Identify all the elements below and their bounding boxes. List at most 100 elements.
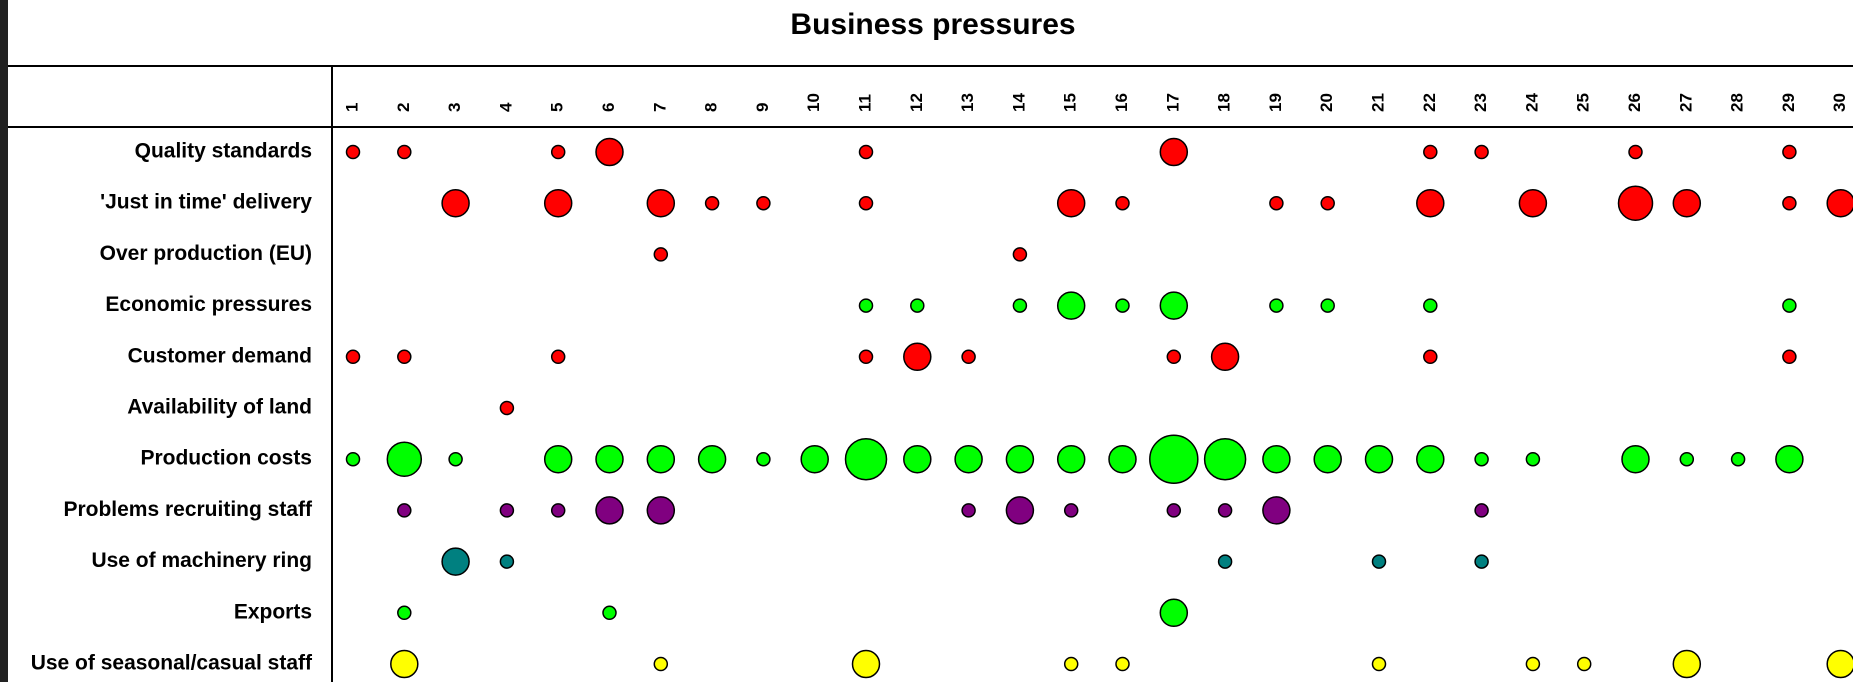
column-label-30: 30	[1830, 93, 1849, 112]
column-label-10: 10	[804, 93, 823, 112]
row-labels: Quality standards 'Just in time' delivery…	[31, 140, 313, 675]
bubble-point	[602, 605, 617, 621]
column-label-12: 12	[907, 93, 926, 112]
bubble-point	[1217, 503, 1233, 518]
bubble-point	[397, 605, 412, 621]
chart-panel: Business pressures 1 2 3 4 5 6 7 8 9 10 11 12 13 14 15…	[8, 0, 1853, 682]
bubble-point	[1217, 554, 1233, 569]
bubble-point	[903, 342, 932, 372]
row-label: Over production (EU)	[100, 242, 312, 265]
bubble-point	[1262, 496, 1291, 525]
bubble-point	[756, 195, 771, 211]
bubble-point	[1474, 554, 1489, 569]
bubble-point	[1826, 188, 1853, 218]
bubble-point	[1628, 144, 1643, 160]
bubble-point	[1056, 444, 1086, 474]
bubble-point	[1371, 656, 1387, 672]
bubble-point	[646, 444, 676, 474]
bubble-point	[1056, 188, 1086, 218]
bubble-point	[1576, 656, 1592, 672]
bubble-point	[499, 400, 515, 416]
bubble-point	[903, 444, 932, 474]
bubble-point	[1416, 444, 1445, 474]
bubble-point	[441, 188, 470, 218]
column-label-2: 2	[394, 103, 413, 112]
bubble-point	[653, 656, 669, 672]
bubble-point	[1320, 298, 1335, 313]
bubble-point	[1518, 188, 1548, 218]
bubble-point	[1775, 444, 1804, 474]
bubble-point	[595, 137, 624, 167]
column-label-4: 4	[496, 102, 515, 112]
bubble-point	[1210, 342, 1240, 372]
bubble-point	[961, 503, 976, 518]
bubble-point	[1166, 349, 1182, 365]
bubble-point	[756, 451, 771, 467]
bubble-point	[1474, 503, 1489, 518]
bubble-point	[1159, 598, 1189, 628]
bubble-point	[910, 298, 925, 313]
bubble-point	[1782, 349, 1797, 365]
row-label: Production costs	[140, 447, 312, 470]
bubble-point	[345, 144, 361, 160]
bubble-point	[704, 195, 720, 211]
bubble-point	[441, 547, 470, 576]
column-label-3: 3	[445, 103, 464, 112]
column-label-16: 16	[1112, 93, 1131, 112]
bubble-point	[397, 503, 412, 518]
bubble-point	[844, 437, 888, 481]
bubble-point	[1525, 656, 1541, 672]
bubble-point	[697, 444, 727, 474]
bubble-point	[1115, 656, 1130, 672]
column-label-13: 13	[958, 93, 977, 112]
bubble-point	[1474, 144, 1489, 160]
bubble-point	[550, 349, 566, 365]
bubble-point	[1313, 444, 1342, 474]
bubble-point	[1320, 195, 1335, 211]
bubble-point	[1423, 349, 1438, 365]
bubble-point	[345, 349, 361, 365]
bubble-point	[800, 444, 829, 474]
bubble-point	[1423, 144, 1438, 160]
bubble-point	[1063, 656, 1079, 672]
column-label-25: 25	[1574, 93, 1593, 112]
column-label-20: 20	[1317, 93, 1336, 112]
bubble-point	[499, 554, 515, 569]
bubble-point	[386, 441, 423, 477]
bubble-point	[858, 144, 874, 160]
bubble-point	[448, 451, 463, 467]
column-label-22: 22	[1420, 93, 1439, 112]
bubble-point	[1063, 503, 1079, 518]
bubble-point	[646, 496, 676, 525]
bubble-point	[1364, 444, 1394, 474]
column-label-11: 11	[855, 94, 874, 112]
column-label-9: 9	[753, 103, 772, 112]
bubble-point	[653, 247, 669, 262]
bubble-point	[1423, 298, 1438, 313]
column-label-7: 7	[650, 103, 669, 112]
bubble-point	[397, 144, 412, 160]
bubble-point	[1672, 188, 1702, 218]
bubble-point	[1159, 291, 1189, 320]
column-label-6: 6	[599, 103, 618, 112]
bubble-point	[499, 503, 515, 518]
bubble-point	[1525, 451, 1541, 467]
row-label: Problems recruiting staff	[63, 498, 313, 521]
column-label-23: 23	[1471, 93, 1490, 112]
bubble-point	[1826, 649, 1853, 679]
column-label-21: 21	[1368, 93, 1387, 112]
bubble-point	[1159, 137, 1189, 167]
bubble-point	[1621, 444, 1650, 474]
bubble-point	[1149, 434, 1199, 484]
bubble-point	[1782, 195, 1797, 211]
column-label-24: 24	[1522, 93, 1541, 112]
bubble-point	[1617, 185, 1654, 221]
row-label: Availability of land	[127, 396, 312, 419]
bubble-point	[858, 298, 874, 313]
column-label-1: 1	[342, 103, 361, 112]
column-label-27: 27	[1676, 93, 1695, 112]
bubble-point	[397, 349, 412, 365]
bubble-point	[1474, 451, 1489, 467]
column-labels: 1 2 3 4 5 6 7 8 9 10 11 12 13 14 15 16 17 18 19 20 21 22 23 24 2…	[342, 93, 1849, 112]
column-label-17: 17	[1163, 93, 1182, 112]
